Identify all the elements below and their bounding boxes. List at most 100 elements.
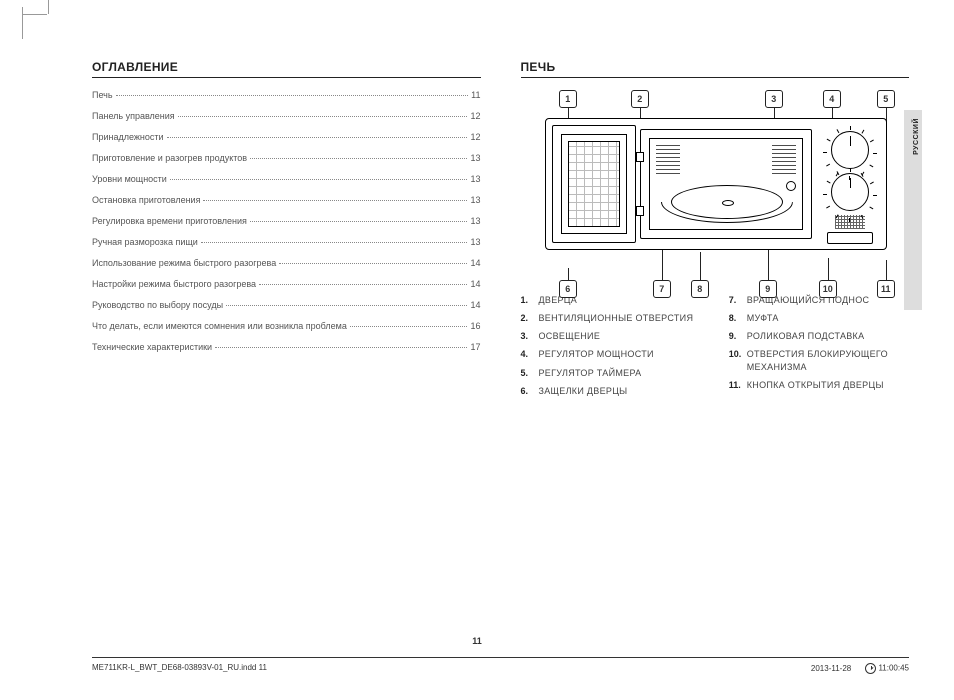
callout-2: 2 bbox=[631, 90, 649, 108]
toc-page: 14 bbox=[470, 279, 480, 289]
footer-time: 11:00:45 bbox=[878, 664, 909, 673]
toc-row: Принадлежности 12 bbox=[92, 132, 481, 146]
toc-title: Уровни мощности bbox=[92, 174, 167, 184]
legend-num: 8. bbox=[729, 312, 747, 324]
cavity bbox=[640, 129, 812, 239]
microwave-outline bbox=[545, 118, 887, 250]
legend-col-left: 1.ДВЕРЦА2.ВЕНТИЛЯЦИОННЫЕ ОТВЕРСТИЯ3.ОСВЕ… bbox=[521, 294, 701, 403]
legend-item: 8.МУФТА bbox=[729, 312, 909, 324]
toc-title: Остановка приготовления bbox=[92, 195, 200, 205]
toc-row: Что делать, если имеются сомнения или во… bbox=[92, 321, 481, 335]
door-open-button bbox=[827, 232, 873, 244]
turntable bbox=[671, 185, 783, 219]
timer-knob bbox=[831, 173, 869, 211]
legend: 1.ДВЕРЦА2.ВЕНТИЛЯЦИОННЫЕ ОТВЕРСТИЯ3.ОСВЕ… bbox=[521, 294, 910, 403]
footer: ME711KR-L_BWT_DE68-03893V-01_RU.indd 11 … bbox=[92, 657, 909, 674]
legend-col-right: 7.ВРАЩАЮЩИЙСЯ ПОДНОС8.МУФТА9.РОЛИКОВАЯ П… bbox=[729, 294, 909, 403]
toc-row: Регулировка времени приготовления 13 bbox=[92, 216, 481, 230]
callout-6: 6 bbox=[559, 280, 577, 298]
legend-text: РЕГУЛЯТОР ТАЙМЕРА bbox=[539, 367, 642, 379]
toc-title: Ручная разморозка пищи bbox=[92, 237, 198, 247]
callout-3: 3 bbox=[765, 90, 783, 108]
latch-top bbox=[636, 152, 644, 162]
callout-11: 11 bbox=[877, 280, 895, 298]
legend-num: 7. bbox=[729, 294, 747, 306]
legend-num: 1. bbox=[521, 294, 539, 306]
legend-num: 11. bbox=[729, 379, 747, 391]
toc-page: 13 bbox=[470, 153, 480, 163]
oven-diagram: 12345 bbox=[535, 90, 895, 280]
toc-page: 13 bbox=[470, 237, 480, 247]
toc-page: 12 bbox=[470, 132, 480, 142]
toc-title: Технические характеристики bbox=[92, 342, 212, 352]
callout-9: 9 bbox=[759, 280, 777, 298]
toc-heading: ОГЛАВЛЕНИЕ bbox=[92, 60, 481, 78]
toc-title: Использование режима быстрого разогрева bbox=[92, 258, 276, 268]
legend-text: КНОПКА ОТКРЫТИЯ ДВЕРЦЫ bbox=[747, 379, 884, 391]
callout-7: 7 bbox=[653, 280, 671, 298]
toc-row: Ручная разморозка пищи 13 bbox=[92, 237, 481, 251]
legend-num: 10. bbox=[729, 348, 747, 372]
toc-row: Остановка приготовления 13 bbox=[92, 195, 481, 209]
toc-title: Печь bbox=[92, 90, 113, 100]
toc-title: Приготовление и разогрев продуктов bbox=[92, 153, 247, 163]
toc-list: Печь 11 Панель управления 12 Принадлежности 1… bbox=[92, 90, 481, 356]
legend-num: 6. bbox=[521, 385, 539, 397]
vent-right bbox=[772, 145, 796, 177]
legend-num: 4. bbox=[521, 348, 539, 360]
legend-item: 10.ОТВЕРСТИЯ БЛОКИРУЮЩЕГО МЕХАНИЗМА bbox=[729, 348, 909, 372]
toc-row: Приготовление и разогрев продуктов 13 bbox=[92, 153, 481, 167]
power-knob bbox=[831, 131, 869, 169]
toc-title: Настройки режима быстрого разогрева bbox=[92, 279, 256, 289]
legend-num: 2. bbox=[521, 312, 539, 324]
toc-page: 13 bbox=[470, 195, 480, 205]
toc-row: Настройки режима быстрого разогрева 14 bbox=[92, 279, 481, 293]
legend-item: 2.ВЕНТИЛЯЦИОННЫЕ ОТВЕРСТИЯ bbox=[521, 312, 701, 324]
toc-page: 17 bbox=[470, 342, 480, 352]
legend-item: 6.ЗАЩЕЛКИ ДВЕРЦЫ bbox=[521, 385, 701, 397]
toc-page: 11 bbox=[471, 90, 480, 100]
legend-item: 3.ОСВЕЩЕНИЕ bbox=[521, 330, 701, 342]
clock-icon bbox=[865, 663, 876, 674]
control-panel bbox=[820, 127, 880, 239]
toc-title: Панель управления bbox=[92, 111, 175, 121]
legend-item: 5.РЕГУЛЯТОР ТАЙМЕРА bbox=[521, 367, 701, 379]
speaker-grille bbox=[835, 215, 865, 229]
footer-file: ME711KR-L_BWT_DE68-03893V-01_RU.indd 11 bbox=[92, 663, 267, 674]
legend-text: ОТВЕРСТИЯ БЛОКИРУЮЩЕГО МЕХАНИЗМА bbox=[747, 348, 909, 372]
toc-title: Что делать, если имеются сомнения или во… bbox=[92, 321, 347, 331]
toc-page: 14 bbox=[470, 300, 480, 310]
legend-text: ОСВЕЩЕНИЕ bbox=[539, 330, 601, 342]
toc-row: Использование режима быстрого разогрева 1… bbox=[92, 258, 481, 272]
legend-num: 5. bbox=[521, 367, 539, 379]
footer-date: 2013-11-28 bbox=[811, 664, 851, 673]
toc-title: Регулировка времени приготовления bbox=[92, 216, 247, 226]
toc-page: 12 bbox=[470, 111, 480, 121]
toc-column: ОГЛАВЛЕНИЕ Печь11Панель управления12Прин… bbox=[92, 60, 501, 610]
toc-row: Панель управления 12 bbox=[92, 111, 481, 125]
door bbox=[552, 125, 636, 243]
callout-10: 10 bbox=[819, 280, 837, 298]
oven-heading: ПЕЧЬ bbox=[521, 60, 910, 78]
legend-text: РЕГУЛЯТОР МОЩНОСТИ bbox=[539, 348, 654, 360]
language-tab-label: РУССКИЙ bbox=[913, 118, 920, 155]
legend-text: МУФТА bbox=[747, 312, 779, 324]
toc-row: Технические характеристики 17 bbox=[92, 342, 481, 356]
toc-row: Печь 11 bbox=[92, 90, 481, 104]
page-number: 11 bbox=[472, 636, 482, 646]
toc-row: Руководство по выбору посуды 14 bbox=[92, 300, 481, 314]
callout-8: 8 bbox=[691, 280, 709, 298]
oven-column: ПЕЧЬ 12345 bbox=[501, 60, 910, 610]
latch-bottom bbox=[636, 206, 644, 216]
legend-item: 9.РОЛИКОВАЯ ПОДСТАВКА bbox=[729, 330, 909, 342]
toc-title: Принадлежности bbox=[92, 132, 164, 142]
light bbox=[786, 181, 796, 191]
toc-page: 13 bbox=[470, 216, 480, 226]
callout-5: 5 bbox=[877, 90, 895, 108]
toc-page: 16 bbox=[470, 321, 480, 331]
toc-title: Руководство по выбору посуды bbox=[92, 300, 223, 310]
vent-left bbox=[656, 145, 680, 177]
toc-page: 13 bbox=[470, 174, 480, 184]
toc-page: 14 bbox=[470, 258, 480, 268]
legend-text: ЗАЩЕЛКИ ДВЕРЦЫ bbox=[539, 385, 628, 397]
